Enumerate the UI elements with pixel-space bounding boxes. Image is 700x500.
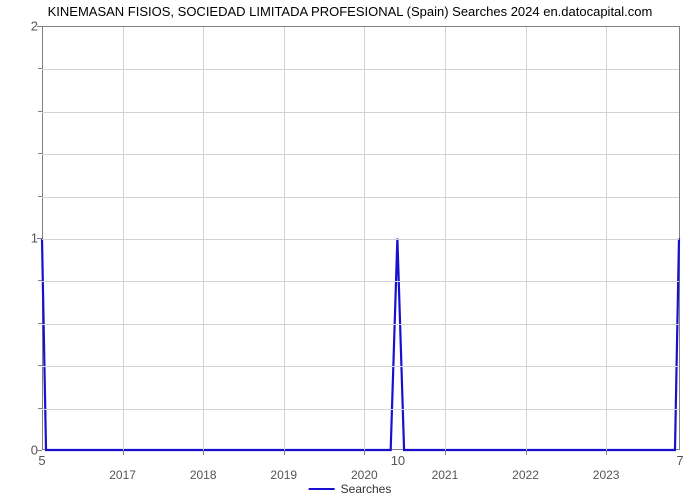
y-minor-tick-mark — [38, 280, 42, 281]
y-tick-mark — [37, 26, 42, 27]
x-tick-label: 2022 — [512, 468, 539, 482]
y-tick-mark — [37, 450, 42, 451]
grid-horizontal-minor — [42, 69, 679, 70]
y-tick-label: 2 — [8, 19, 38, 34]
chart-title: KINEMASAN FISIOS, SOCIEDAD LIMITADA PROF… — [0, 4, 700, 19]
grid-horizontal-minor — [42, 197, 679, 198]
legend-swatch — [309, 488, 335, 490]
x-tick-label: 2020 — [351, 468, 378, 482]
series-line — [42, 239, 679, 451]
grid-horizontal-minor — [42, 409, 679, 410]
x-tick-label: 2017 — [109, 468, 136, 482]
x-secondary-label: 5 — [38, 453, 45, 468]
chart-container: KINEMASAN FISIOS, SOCIEDAD LIMITADA PROF… — [0, 0, 700, 500]
y-minor-tick-mark — [38, 408, 42, 409]
x-tick-label: 2018 — [190, 468, 217, 482]
y-minor-tick-mark — [38, 323, 42, 324]
y-minor-tick-mark — [38, 111, 42, 112]
plot-area — [42, 26, 680, 450]
y-minor-tick-mark — [38, 68, 42, 69]
x-tick-label: 2021 — [432, 468, 459, 482]
x-secondary-label: 7 — [676, 453, 683, 468]
grid-horizontal-minor — [42, 281, 679, 282]
grid-horizontal-minor — [42, 154, 679, 155]
grid-horizontal-minor — [42, 112, 679, 113]
x-tick-mark — [364, 450, 365, 455]
x-tick-mark — [123, 450, 124, 455]
x-tick-label: 2019 — [270, 468, 297, 482]
y-minor-tick-mark — [38, 365, 42, 366]
x-tick-mark — [445, 450, 446, 455]
x-secondary-label: 10 — [391, 453, 405, 468]
x-tick-mark — [606, 450, 607, 455]
y-tick-label: 1 — [8, 231, 38, 246]
y-tick-label: 0 — [8, 443, 38, 458]
y-minor-tick-mark — [38, 196, 42, 197]
grid-horizontal — [42, 239, 679, 240]
grid-horizontal-minor — [42, 366, 679, 367]
legend: Searches — [309, 482, 392, 496]
grid-horizontal-minor — [42, 324, 679, 325]
y-minor-tick-mark — [38, 153, 42, 154]
x-tick-mark — [526, 450, 527, 455]
x-tick-mark — [203, 450, 204, 455]
x-tick-mark — [284, 450, 285, 455]
y-tick-mark — [37, 238, 42, 239]
legend-label: Searches — [341, 482, 392, 496]
x-tick-label: 2023 — [593, 468, 620, 482]
